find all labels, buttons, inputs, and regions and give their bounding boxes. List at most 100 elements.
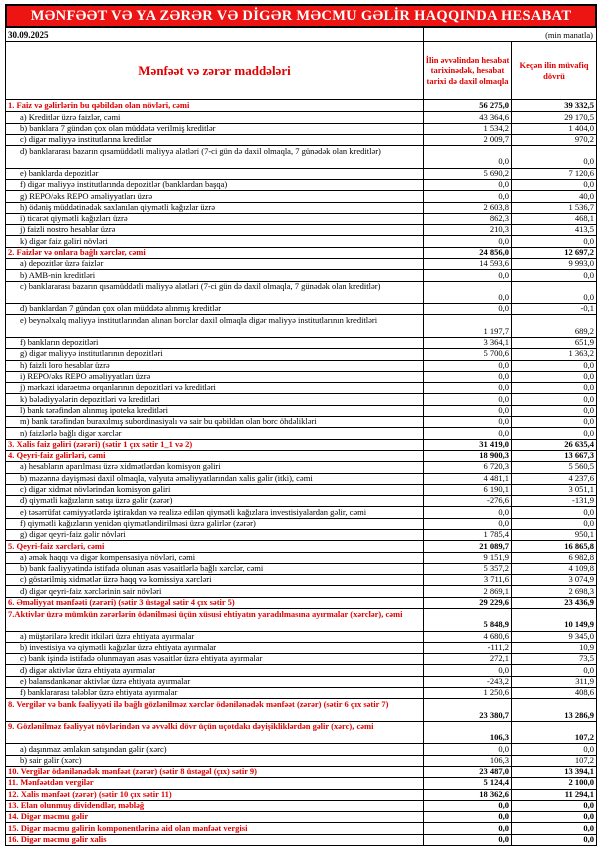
table-row: c) banklararası bazarın qısamüddətli mal…: [6, 280, 596, 304]
value-previous-period: 13 286,9: [564, 709, 594, 720]
table-row: h) faizli loro hesablar üzrə 0,0 0,0: [6, 359, 596, 371]
value-previous-period: 950,1: [574, 529, 594, 540]
row-label: n) faizlərlə bağlı digər xərclər: [6, 428, 424, 439]
row-label: 4. Qeyri-faiz gəlirləri, cəmi: [6, 450, 424, 462]
table-row: c) bank işində istifadə olunmayan əsas v…: [6, 653, 596, 665]
value-current-period: 4 481,1: [424, 473, 512, 484]
column-header-items: Mənfəət və zərər maddələri: [6, 42, 424, 99]
table-row: 7.Aktivlər üzrə mümkün zərərlərin ödənil…: [6, 608, 596, 631]
row-label: f) digər maliyyə institutlarında depozit…: [6, 179, 424, 191]
value-current-period: 0,0: [424, 303, 512, 315]
value-previous-period: 4 237,6: [568, 472, 595, 483]
table-row: d) digər aktivlər üzrə ehtiyata ayırmala…: [6, 664, 596, 676]
value-current-period: 862,3: [424, 213, 512, 225]
value-current-period: 14 593,6: [424, 258, 512, 270]
table-row: f) qiymətli kağızların yenidən qiymətlən…: [6, 517, 596, 529]
table-row: a) əmək haqqı və digər kompensasiya növl…: [6, 551, 596, 563]
table-row: 12. Xalis mənfəət (zərər) (sətir 10 çıx …: [6, 788, 596, 800]
value-previous-period: 0,0: [583, 416, 594, 427]
value-current-period: 31 419,0: [424, 439, 512, 450]
profit-loss-report: MƏNFƏƏT VƏ YA ZƏRƏR VƏ DİGƏR MƏCMU GƏLİR…: [5, 4, 597, 847]
value-previous-period: 13 394,1: [564, 766, 594, 777]
value-previous-period: 73,5: [579, 653, 594, 664]
value-current-period: 0,0: [424, 507, 512, 518]
row-label: c) digər maliyyə institutlarına kreditlə…: [6, 134, 424, 146]
value-previous-period: 13 667,3: [564, 450, 594, 461]
value-previous-period: 11 294,1: [564, 788, 594, 799]
table-row: k) bələdiyyələrin depozitləri və kreditl…: [6, 393, 596, 405]
table-row: 3. Xalis faiz gəliri (zərəri) (sətir 1 ç…: [6, 438, 596, 450]
value-current-period: 9 151,9: [424, 552, 512, 563]
row-label: c) digər xidmət növlərindən komisyon gəl…: [6, 484, 424, 496]
table-row: a) daşınmaz əmlakın satışından gəlir (xə…: [6, 743, 596, 755]
row-label: 15. Digər məcmu gəlirin komponentlərinə …: [6, 823, 424, 834]
value-previous-period: 0,0: [583, 822, 594, 833]
table-row: g) digər maliyyə institutlarının depozit…: [6, 348, 596, 360]
value-current-period: 210,3: [424, 224, 512, 236]
table-row: i) REPO/əks REPO əməliyyatları üzrə 0,0 0,…: [6, 370, 596, 383]
table-row: b) banklara 7 gündən çox olan müddətə ve…: [6, 122, 596, 134]
value-current-period: 5 700,6: [424, 348, 512, 360]
table-row: b) məzənnə dəyişməsi daxil olmaqla, valy…: [6, 472, 596, 484]
table-row: 13. Elan olunmuş dividendlər, məbləğ 0,0 0…: [6, 799, 596, 812]
value-previous-period: 408,6: [574, 687, 594, 698]
row-label: 14. Digər məcmu gəlir: [6, 811, 424, 823]
row-label: a) daşınmaz əmlakın satışından gəlir (xə…: [6, 744, 424, 755]
table-row: d) banklararası bazarın qısamüddətli mal…: [6, 145, 596, 168]
value-previous-period: 2 100,0: [568, 777, 595, 788]
table-row: 2. Faizlər və onlara bağlı xərclər, cəmi…: [6, 246, 596, 259]
table-row: g) REPO/əks REPO əməliyyatları üzrə 0,0 40…: [6, 190, 596, 202]
table-row: c) göstərilmiş xidmətlər üzrə haqq və ko…: [6, 574, 596, 586]
value-current-period: 56 275,0: [424, 100, 512, 112]
row-label: g) REPO/əks REPO əməliyyatları üzrə: [6, 191, 424, 202]
value-current-period: 29 229,6: [424, 597, 512, 609]
value-previous-period: 0,0: [583, 404, 594, 415]
row-label: e) beynəlxalq maliyyə institutlarından a…: [6, 315, 424, 337]
row-label: e) təsərrüfat cəmiyyətlərdə iştirakdan v…: [6, 507, 424, 518]
value-current-period: 1 197,7: [424, 315, 512, 337]
value-previous-period: 1 536,7: [568, 201, 595, 212]
table-row: f) banklararası tələblər üzrə ehtiyata a…: [6, 687, 596, 699]
table-row: 5. Qeyri-faiz xərcləri, cəmi 21 089,7 16 8…: [6, 540, 596, 552]
row-label: a) əmək haqqı və digər kompensasiya növl…: [6, 552, 424, 563]
value-current-period: 1 785,4: [424, 529, 512, 541]
value-current-period: 43 364,6: [424, 112, 512, 123]
value-current-period: 0,0: [424, 823, 512, 834]
report-date: 30.09.2025: [6, 28, 424, 41]
report-meta-row: 30.09.2025 (min manatla): [5, 28, 597, 42]
value-previous-period: 23 436,9: [564, 597, 594, 607]
value-previous-period: -0,1: [580, 303, 594, 314]
value-previous-period: -131,9: [572, 495, 594, 506]
table-row: 1. Faiz və gəlirlərin bu qəbildən olan n…: [6, 99, 596, 112]
value-current-period: 2 603,8: [424, 202, 512, 213]
row-label: 9. Gözlənilməz fəaliyyət növlərindən və …: [6, 722, 424, 744]
table-row: b) investisiya və qiymətli kağızlar üzrə…: [6, 641, 596, 654]
value-current-period: 5 848,9: [424, 609, 512, 631]
table-row: l) bank tərəfindən alınmış ipoteka kredi…: [6, 404, 596, 417]
row-label: 13. Elan olunmuş dividendlər, məbləğ: [6, 800, 424, 812]
row-label: 16. Digər məcmu gəlir xalis: [6, 834, 424, 846]
value-current-period: 0,0: [424, 416, 512, 428]
value-current-period: 5 357,2: [424, 563, 512, 575]
row-label: b) banklara 7 gündən çox olan müddətə ve…: [6, 123, 424, 134]
row-label: f) qiymətli kağızların yenidən qiymətlən…: [6, 518, 424, 529]
row-label: k) bələdiyyələrin depozitləri və kreditl…: [6, 394, 424, 405]
row-label: b) məzənnə dəyişməsi daxil olmaqla, valy…: [6, 473, 424, 484]
value-previous-period: 29 170,5: [564, 111, 594, 122]
value-previous-period: 0,0: [583, 427, 594, 438]
value-current-period: 18 362,6: [424, 789, 512, 800]
value-current-period: 0,0: [424, 744, 512, 755]
value-current-period: 0,0: [424, 281, 512, 304]
value-current-period: 6 720,3: [424, 461, 512, 473]
value-previous-period: 39 332,5: [564, 99, 594, 110]
row-label: 11. Mənfəətdən vergilər: [6, 777, 424, 789]
value-previous-period: 413,5: [574, 224, 594, 235]
value-previous-period: 0,0: [583, 800, 594, 811]
value-current-period: 1 534,2: [424, 123, 512, 134]
table-row: n) faizlərlə bağlı digər xərclər 0,0 0,0: [6, 427, 596, 439]
value-previous-period: 4 109,8: [568, 563, 595, 574]
value-previous-period: 16 865,8: [564, 540, 594, 551]
row-label: d) banklararası bazarın qısamüddətli mal…: [6, 146, 424, 168]
value-current-period: 21 089,7: [424, 541, 512, 552]
row-label: i) ticarət qiymətli kağızları üzrə: [6, 213, 424, 225]
